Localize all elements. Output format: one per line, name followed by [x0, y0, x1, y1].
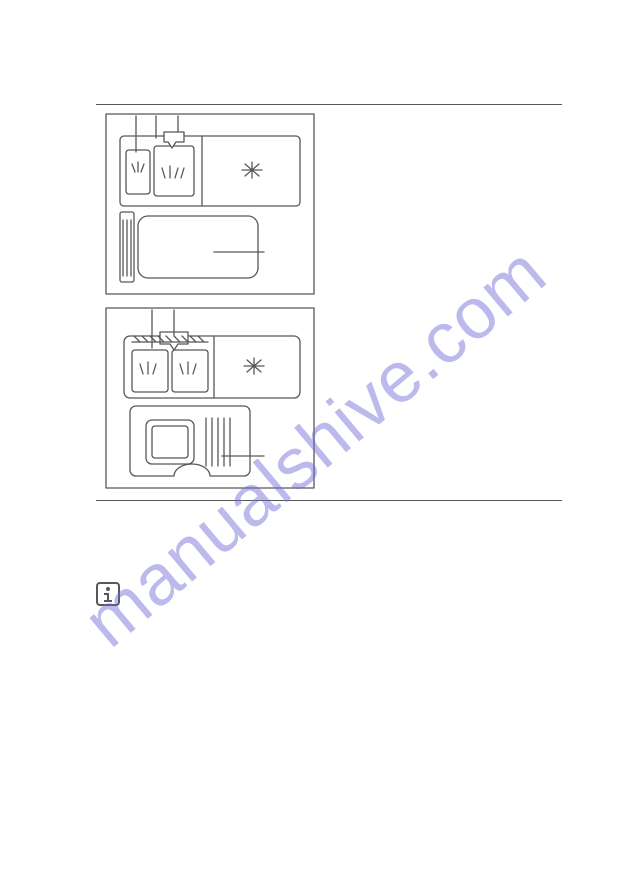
page: manualshive.com — [0, 0, 630, 893]
info-icon — [96, 582, 120, 606]
dispenser-diagram-a — [104, 112, 316, 296]
rule-top — [96, 104, 562, 105]
dispenser-diagram-b — [104, 306, 316, 490]
rule-bottom — [96, 500, 562, 501]
